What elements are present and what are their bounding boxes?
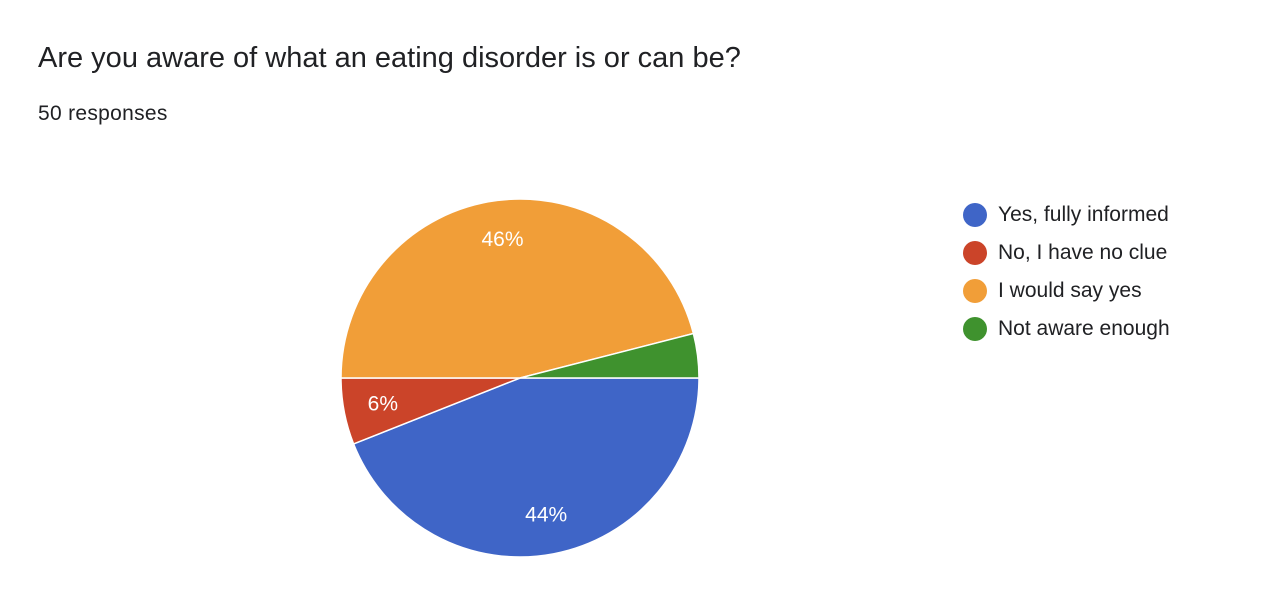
- legend-label: Not aware enough: [998, 317, 1170, 340]
- legend-swatch: [963, 279, 987, 303]
- legend-swatch: [963, 317, 987, 341]
- pie-slice-4: [519, 332, 700, 379]
- legend-label: I would say yes: [998, 279, 1142, 302]
- response-count: 50 responses: [38, 102, 168, 125]
- legend-swatch: [963, 203, 987, 227]
- slice-label-1: 44%: [525, 504, 567, 527]
- legend-label: Yes, fully informed: [998, 203, 1169, 226]
- slice-label-3: 46%: [481, 228, 523, 251]
- legend-item: Not aware enough: [963, 310, 1170, 348]
- pie-slice-3: [340, 198, 695, 379]
- legend-item: Yes, fully informed: [963, 196, 1170, 234]
- chart-legend: Yes, fully informed No, I have no clue I w…: [963, 196, 1170, 348]
- pie-slice-1: [352, 377, 700, 558]
- legend-item: I would say yes: [963, 272, 1170, 310]
- legend-label: No, I have no clue: [998, 241, 1168, 264]
- legend-item: No, I have no clue: [963, 234, 1170, 272]
- slice-label-2: 6%: [368, 393, 398, 416]
- legend-swatch: [963, 241, 987, 265]
- question-title: Are you aware of what an eating disorder…: [38, 42, 741, 74]
